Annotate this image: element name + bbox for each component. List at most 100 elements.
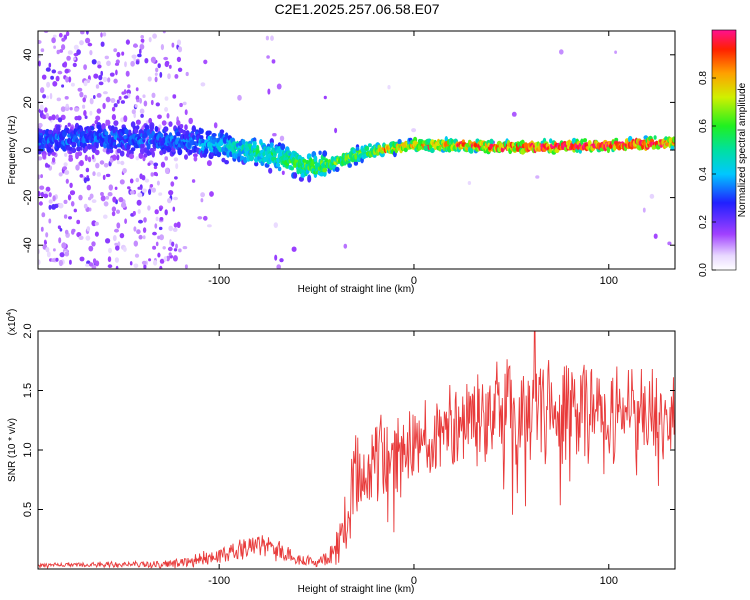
spectrogram-ridge-cell [184, 124, 188, 131]
spectrogram-noise-cell [168, 64, 172, 69]
spectrogram-noise-cell [40, 48, 45, 53]
spectrogram-noise-cell [116, 99, 120, 104]
spectrogram-ridge-cell [95, 142, 99, 149]
spectrogram-noise-cell [197, 216, 203, 220]
snr-xlabel: Height of straight line (km) [298, 584, 415, 595]
snr-ytick-label: 2.0 [22, 323, 34, 338]
spectrogram-noise-cell [89, 50, 93, 56]
spectrogram-noise-cell [139, 48, 142, 55]
spectrogram-ridge-cell [188, 117, 193, 125]
spectrogram-noise-cell [159, 207, 163, 212]
spectrogram-noise-cell [159, 217, 164, 221]
spectrogram-noise-cell [173, 248, 178, 252]
spectrogram-noise-cell [94, 221, 99, 226]
spectrogram-noise-cell [137, 53, 142, 58]
spectrogram-noise-cell [96, 172, 102, 177]
spectrogram-ridge-cell [113, 120, 119, 126]
spectrogram-noise-cell [57, 70, 63, 75]
spectrogram-noise-cell [67, 194, 72, 201]
spectrogram-noise-cell [76, 49, 81, 55]
spectrogram-noise-cell [110, 98, 116, 103]
spectrogram-noise-cell [114, 228, 119, 233]
snr-ylabel: SNR (10 * v/v) [7, 418, 18, 482]
spectrogram-ridge-cell [188, 149, 193, 155]
spectrogram-ridge-cell [114, 144, 118, 149]
spectrogram-ridge-cell [273, 151, 277, 156]
spectrogram-noise-cell [147, 205, 151, 211]
spectrogram-noise-cell [91, 59, 97, 65]
spectrogram-noise-cell [163, 56, 169, 61]
spectrogram-noise-cell [147, 162, 151, 166]
spectrogram-noise-cell [64, 251, 70, 257]
spectrogram-ridge-cell [173, 135, 177, 140]
spectrogram-noise-cell [95, 84, 100, 89]
spectrogram-noise-cell [85, 167, 90, 173]
spectrogram-noise-cell [59, 49, 64, 53]
spectrogram-ytick-label: -40 [22, 237, 34, 253]
spectrogram-noise-cell [97, 64, 102, 69]
spectrogram-noise-cell [86, 31, 89, 35]
spectrogram-noise-cell [164, 156, 168, 161]
spectrogram-ridge-cell [672, 136, 675, 143]
spectrogram-noise-cell [102, 76, 108, 83]
spectrogram-noise-cell [109, 72, 115, 77]
spectrogram-noise-cell [642, 207, 646, 213]
spectrogram-ridge-cell [334, 166, 340, 172]
spectrogram-noise-cell [143, 217, 147, 223]
spectrogram-noise-cell [274, 254, 278, 261]
spectrogram-ridge-cell [67, 122, 71, 127]
spectrogram-ridge-cell [583, 138, 587, 143]
spectrogram-ylabel: Frequency (Hz) [7, 116, 18, 185]
spectrogram-noise-cell [94, 231, 99, 237]
spectrogram-noise-cell [43, 190, 49, 195]
spectrogram-noise-cell [387, 85, 391, 90]
spectrogram-noise-cell [65, 76, 69, 83]
spectrogram-ridge-cell [71, 141, 77, 146]
spectrogram-ridge-cell [211, 133, 217, 137]
spectrogram-noise-cell [131, 109, 136, 115]
colorbar-frame [711, 29, 737, 271]
spectrogram-noise-cell [63, 61, 68, 68]
spectrogram-ridge-cell [193, 156, 198, 162]
spectrogram-ridge-cell [580, 138, 584, 146]
spectrogram-noise-cell [70, 82, 75, 87]
spectrogram-ridge-cell [606, 146, 611, 154]
spectrogram-ridge-cell [222, 136, 228, 144]
spectrogram-ridge-cell [224, 160, 230, 165]
spectrogram-noise-cell [56, 49, 60, 55]
spectrogram-noise-cell [153, 165, 158, 170]
spectrogram-noise-cell [159, 234, 165, 241]
spectrogram-noise-cell [44, 241, 47, 245]
spectrogram-noise-cell [129, 261, 133, 266]
snr-ytick-label: 1.5 [22, 383, 34, 398]
spectrogram-ridge-cell [163, 126, 169, 132]
spectrogram-noise-cell [119, 179, 125, 185]
spectrogram-ridge-cell [105, 119, 111, 126]
spectrogram-noise-cell [124, 61, 127, 68]
spectrogram-noise-cell [162, 31, 166, 34]
spectrogram-noise-cell [38, 201, 43, 206]
spectrogram-noise-cell [59, 228, 63, 232]
spectrogram-noise-cell [209, 191, 214, 197]
spectrogram-noise-cell [48, 204, 52, 210]
spectrogram-ridge-cell [90, 125, 95, 131]
spectrogram-noise-cell [136, 99, 140, 103]
spectrogram-noise-cell [48, 116, 53, 121]
spectrogram-noise-cell [176, 39, 182, 46]
spectrogram-noise-cell [80, 31, 85, 35]
spectrogram-ridge-cell [112, 154, 117, 161]
spectrogram-noise-cell [116, 154, 120, 161]
spectrogram-noise-cell [113, 48, 118, 53]
spectrogram-noise-cell [112, 235, 117, 242]
spectrogram-noise-cell [172, 94, 177, 99]
spectrogram-noise-cell [98, 74, 103, 81]
spectrogram-ridge-cell [101, 123, 106, 130]
spectrogram-noise-cell [76, 219, 81, 225]
spectrogram-noise-cell [72, 62, 77, 68]
spectrogram-noise-cell [69, 182, 73, 188]
spectrogram-noise-cell [66, 55, 71, 61]
spectrogram-ridge-cell [94, 149, 100, 156]
spectrogram-noise-cell [64, 229, 69, 235]
spectrogram-noise-cell [467, 181, 472, 185]
